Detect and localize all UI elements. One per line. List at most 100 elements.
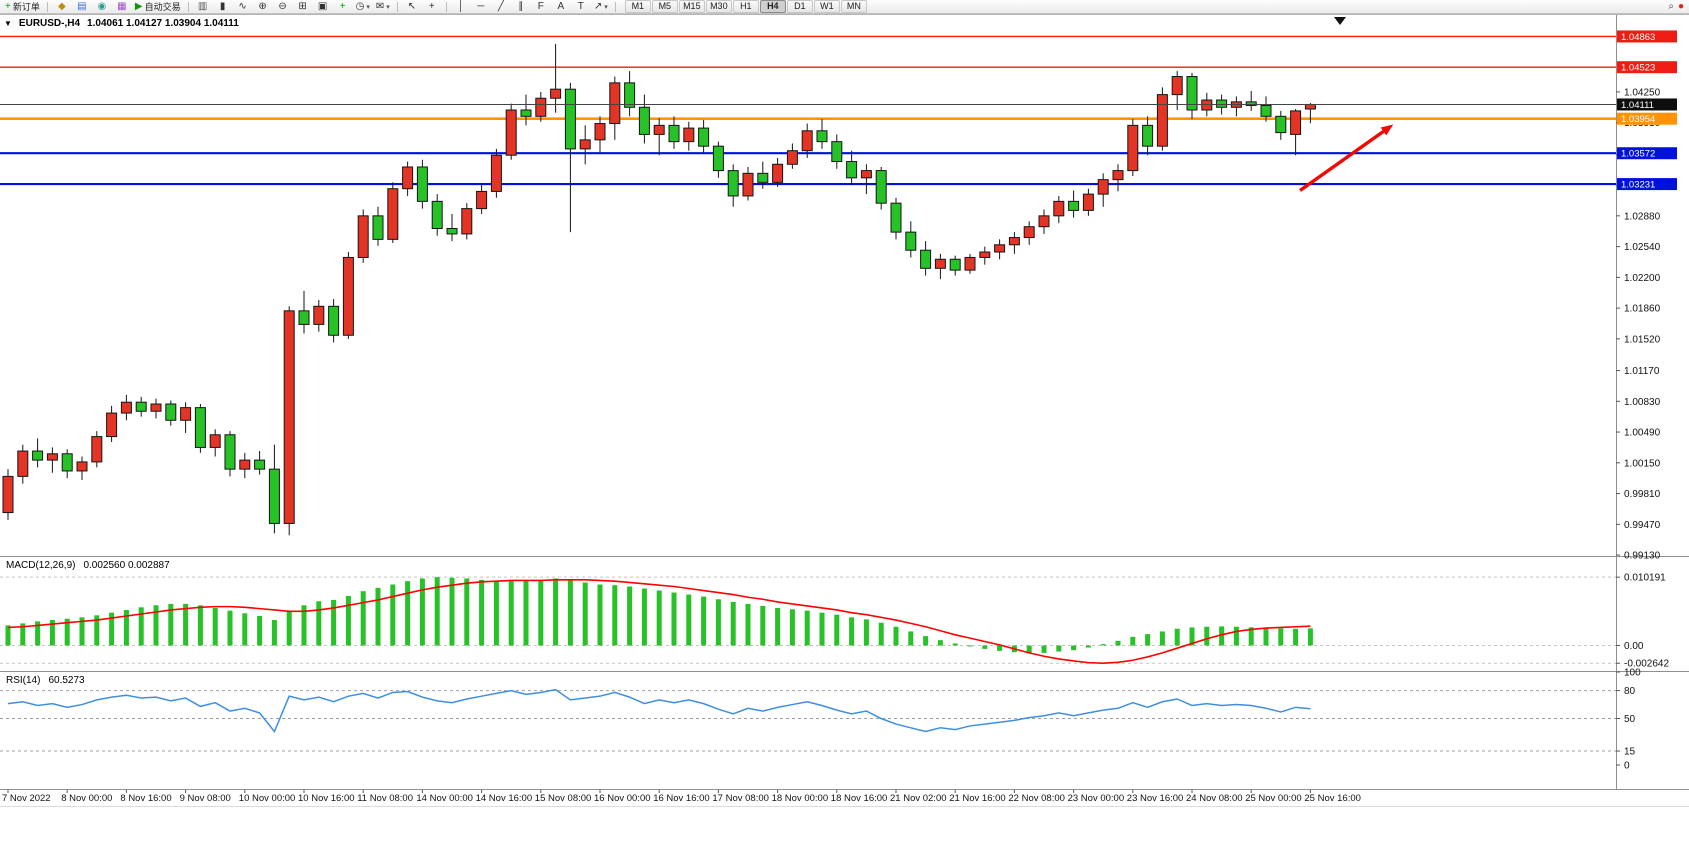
zoom-out-button[interactable]: ⊖ — [274, 1, 292, 13]
price-tag-box — [1617, 61, 1677, 74]
macd-histogram-bar — [923, 636, 929, 646]
tile-windows-button[interactable]: ⊞ — [294, 1, 312, 13]
time-axis-label: 7 Nov 2022 — [2, 793, 51, 804]
time-axis-label: 18 Nov 16:00 — [831, 793, 888, 804]
trendline-button[interactable]: ╱ — [492, 1, 510, 13]
vertical-line-button[interactable]: │ — [452, 1, 470, 13]
trend-arrow-head[interactable] — [1380, 124, 1394, 136]
cursor-button[interactable]: ↖ — [403, 1, 421, 13]
time-axis-label: 8 Nov 00:00 — [61, 793, 112, 804]
macd-histogram-bar — [405, 581, 411, 646]
price-tag-text: 1.03954 — [1621, 114, 1655, 125]
timeframe-h1[interactable]: H1 — [732, 0, 759, 13]
macd-signal-line — [7, 578, 1311, 665]
macd-histogram-bar — [508, 579, 514, 646]
one-click-trading-toggle[interactable]: ▼ — [4, 19, 12, 28]
autotrading-button-label: 自动交易 — [144, 2, 181, 12]
macd-histogram-bar — [286, 610, 292, 646]
time-axis-label: 11 Nov 08:00 — [357, 793, 413, 804]
macd-histogram-bar — [197, 605, 203, 646]
candle-body — [920, 249, 932, 269]
macd-histogram-bar — [109, 612, 115, 646]
timeframe-w1[interactable]: W1 — [813, 0, 840, 13]
market-watch-icon[interactable]: ▤ — [73, 1, 91, 13]
periods-button[interactable]: ◷ ▾ — [354, 1, 372, 13]
bar-chart-button[interactable]: ▥ — [194, 1, 212, 13]
macd-histogram-bar — [745, 603, 751, 646]
timeframe-m30[interactable]: M30 — [705, 0, 732, 13]
indicators-button[interactable]: + — [334, 1, 352, 13]
candle-body — [461, 208, 473, 235]
macd-histogram-bar — [1115, 640, 1121, 646]
crosshair-button[interactable]: + — [423, 1, 441, 13]
candle-body — [17, 450, 29, 477]
macd-histogram-bar — [582, 582, 588, 646]
price-tick-label: 1.00150 — [1624, 458, 1661, 469]
macd-histogram-bar — [1248, 627, 1254, 646]
candle-body — [994, 244, 1006, 253]
zoom-in-button[interactable]: ⊕ — [254, 1, 272, 13]
timeframe-m1[interactable]: M1 — [624, 0, 651, 13]
timeframe-m5[interactable]: M5 — [651, 0, 678, 13]
data-window-icon[interactable]: ▦ — [113, 1, 131, 13]
compass-icon[interactable]: ◆ — [53, 1, 71, 13]
channel-icon: ∥ — [518, 1, 524, 12]
timeframe-mn[interactable]: MN — [840, 0, 867, 13]
sound-icon[interactable]: ◉ — [93, 1, 111, 13]
candle-body — [2, 475, 14, 514]
timeframe-m15[interactable]: M15 — [678, 0, 705, 13]
time-axis-label: 21 Nov 16:00 — [949, 793, 1006, 804]
macd-histogram-bar — [168, 603, 174, 646]
candle-body — [1068, 200, 1080, 211]
candle-body — [712, 145, 724, 172]
channel-button[interactable]: ∥ — [512, 1, 530, 13]
macd-histogram-bar — [1041, 645, 1047, 653]
price-tick-label: 1.00490 — [1624, 428, 1661, 439]
candle-body — [934, 258, 946, 269]
timeframe-d1[interactable]: D1 — [786, 0, 813, 13]
toolbar-separator — [46, 1, 48, 12]
horizontal-line-button[interactable]: ─ — [472, 1, 490, 13]
toolbar-separator — [187, 1, 189, 12]
templates-button[interactable]: ✉ ▾ — [374, 1, 392, 13]
cursor-icon: ↖ — [407, 1, 417, 12]
new-order-button[interactable]: + 新订单 — [3, 1, 42, 13]
cascade-windows-button[interactable]: ▣ — [314, 1, 332, 13]
candle-body — [564, 88, 576, 150]
fibonacci-button[interactable]: F — [532, 1, 550, 13]
text-button[interactable]: A — [552, 1, 570, 13]
macd-histogram-bar — [893, 626, 899, 646]
candle-body — [1053, 200, 1065, 217]
macd-histogram-bar — [863, 619, 869, 646]
candle-body — [387, 188, 399, 240]
trend-arrow-line[interactable] — [1299, 128, 1387, 192]
timeframe-h4[interactable]: H4 — [759, 0, 786, 13]
macd-panel: 0.010191 0.00 -0.002642 — [0, 573, 1669, 670]
macd-histogram-bar — [138, 607, 144, 646]
line-chart-button[interactable]: ∿ — [234, 1, 252, 13]
community-badge-icon[interactable]: ● — [1677, 1, 1684, 12]
candle-body — [1008, 237, 1020, 246]
autotrading-button[interactable]: ▶ 自动交易 — [133, 1, 183, 13]
label-button[interactable]: T — [572, 1, 590, 13]
timeframe-group: M1 M5 M15 M30 H1 H4 D1 W1 MN — [624, 0, 867, 13]
candle-body — [402, 166, 414, 190]
macd-histogram-bar — [20, 623, 26, 646]
macd-histogram-bar — [686, 594, 692, 646]
price-tick-label: 1.01170 — [1624, 366, 1660, 377]
arrows-button[interactable]: ↗ ▾ — [592, 1, 610, 13]
time-axis-label: 17 Nov 08:00 — [712, 793, 769, 804]
candlestick-chart-button[interactable]: ▮ — [214, 1, 232, 13]
candle-body — [1201, 99, 1213, 111]
price-tag-text: 1.04863 — [1621, 32, 1655, 43]
time-axis-label: 18 Nov 00:00 — [772, 793, 829, 804]
macd-histogram-bar — [1174, 628, 1180, 646]
candle-body — [683, 127, 695, 143]
search-icon[interactable]: ⌕ — [1668, 1, 1674, 12]
macd-histogram-bar — [479, 579, 485, 646]
crosshair-icon: + — [428, 1, 435, 12]
candle-body — [1082, 193, 1094, 211]
candle-body — [1304, 103, 1316, 110]
macd-histogram-bar — [656, 590, 662, 646]
